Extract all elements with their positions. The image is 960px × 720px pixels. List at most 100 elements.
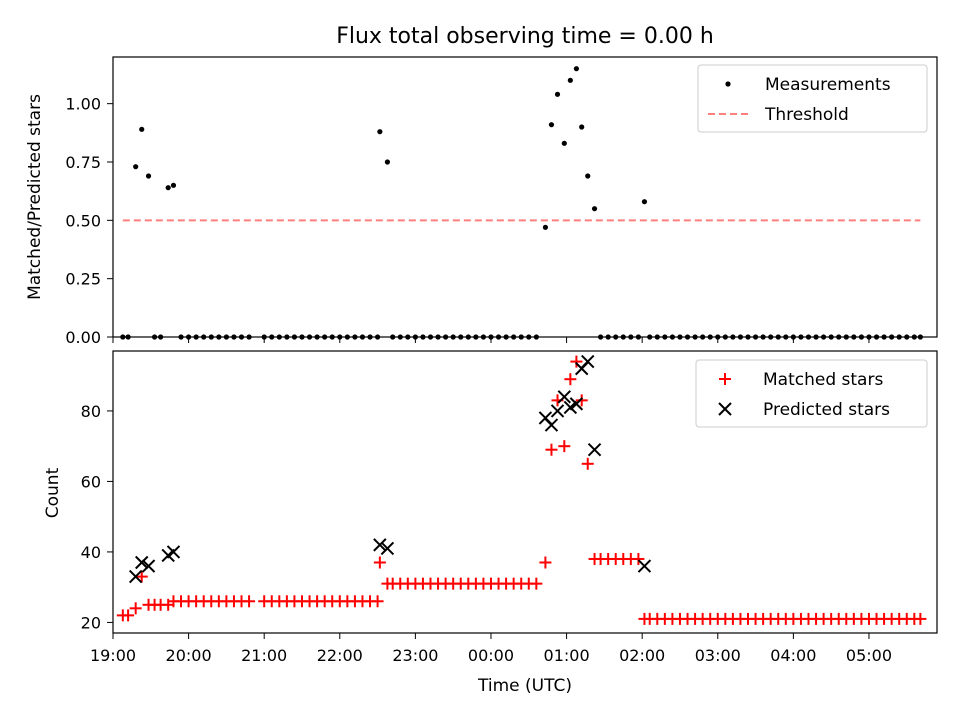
predicted-x-b	[544, 418, 559, 432]
legend-matched-marker	[719, 373, 731, 385]
measurement-point	[542, 224, 549, 230]
predicted-x-b	[563, 400, 578, 415]
bottom-x-tick-label: 19:00	[90, 646, 136, 665]
measurement-point	[548, 122, 555, 128]
bottom-x-tick-label: 01:00	[544, 646, 590, 665]
predicted-x-b	[128, 569, 143, 584]
predicted-star-point	[563, 400, 578, 415]
top-axes-frame	[112, 56, 938, 338]
bottom-axes-frame	[112, 350, 938, 634]
predicted-x-b	[538, 411, 553, 425]
predicted-star-point	[557, 390, 572, 404]
predicted-star-point	[135, 555, 149, 570]
predicted-star-point	[544, 418, 559, 432]
legend-threshold-label: Threshold	[764, 105, 849, 125]
measurement-point	[554, 91, 561, 97]
top-y-tick-label: 0.50	[65, 211, 101, 230]
legend-predicted-marker	[718, 402, 732, 416]
matched-star-point	[371, 595, 384, 608]
bottom-x-axis-label: Time (UTC)	[477, 676, 572, 696]
top-y-tick-label: 0.25	[65, 270, 101, 289]
measurement-point	[579, 124, 585, 130]
chart-title: Flux total observing time = 0.00 h	[336, 24, 714, 49]
matched-star-point	[914, 612, 927, 625]
predicted-x-b	[550, 404, 565, 418]
top-panel: 0.00 0.25 0.50 0.75 1.00 Matched/Predicted s…	[25, 56, 938, 347]
measurement-point	[165, 185, 171, 191]
predicted-star-point	[569, 397, 584, 411]
measurement-point	[585, 173, 591, 179]
bottom-count-points	[116, 354, 927, 625]
predicted-star-point	[166, 545, 181, 559]
predicted-star-point	[587, 442, 602, 457]
top-legend: Measurements Threshold	[697, 64, 928, 133]
top-y-tick-label: 0.00	[65, 328, 101, 347]
predicted-x-b	[637, 559, 652, 573]
matched-star-point	[545, 443, 558, 456]
matched-star-point	[632, 552, 645, 565]
matched-star-point	[373, 556, 386, 569]
measurement-point	[567, 77, 573, 83]
predicted-star-point	[380, 541, 395, 556]
bottom-x-ticks: 19:00 20:00 21:00 22:00 23:00 00:00 01:00 02:00…	[90, 633, 892, 665]
measurement-point	[133, 164, 139, 170]
matched-star-point	[243, 595, 256, 608]
matched-star-point	[558, 440, 571, 453]
top-y-tick-label: 0.75	[65, 153, 101, 172]
measurement-point	[145, 173, 152, 179]
predicted-x-b	[166, 545, 181, 559]
matched-star-point	[129, 602, 142, 615]
bottom-y-tick-label: 80	[81, 402, 101, 421]
predicted-star-point	[581, 354, 595, 369]
bottom-legend-box	[695, 359, 928, 428]
predicted-star-point	[373, 538, 387, 552]
legend-measurements-marker	[725, 81, 731, 87]
predicted-star-point	[637, 559, 652, 573]
predicted-star-point	[128, 569, 143, 584]
predicted-x-b	[581, 354, 595, 369]
bottom-x-tick-label: 22:00	[317, 646, 363, 665]
matched-star-point	[570, 355, 583, 368]
bottom-y-ticks: 20 40 60 80	[81, 402, 113, 632]
bottom-legend: Matched stars Predicted stars	[695, 359, 928, 428]
measurement-point	[573, 66, 580, 72]
top-y-ticks: 0.00 0.25 0.50 0.75 1.00	[65, 95, 113, 347]
predicted-x-b	[135, 555, 149, 570]
predicted-x-b	[557, 390, 572, 404]
bottom-x-tick-label: 04:00	[770, 646, 816, 665]
predicted-x-b	[380, 541, 395, 556]
legend-matched-label: Matched stars	[763, 370, 883, 390]
bottom-x-tick-label: 02:00	[619, 646, 665, 665]
matched-star-point	[581, 457, 594, 470]
measurement-point	[139, 126, 145, 132]
matched-star-point	[135, 570, 148, 583]
bottom-x-tick-label: 03:00	[695, 646, 741, 665]
predicted-x-b	[373, 538, 387, 552]
top-legend-box	[697, 64, 928, 133]
bottom-x-tick-label: 23:00	[392, 646, 438, 665]
legend-measurements-label: Measurements	[765, 75, 891, 95]
legend-predicted-label: Predicted stars	[763, 400, 890, 420]
predicted-star-point	[141, 559, 156, 573]
bottom-panel: 20 40 60 80 19:00 20:00 21:00 22:00 23:00 00:00 0…	[43, 350, 938, 696]
top-x-ticks	[112, 337, 870, 343]
bottom-y-tick-label: 20	[81, 613, 101, 632]
measurement-point	[641, 199, 648, 205]
bottom-x-tick-label: 21:00	[241, 646, 287, 665]
matched-star-point	[539, 556, 552, 569]
measurement-point	[561, 140, 567, 146]
measurement-point	[384, 159, 391, 165]
matched-star-point	[122, 609, 135, 622]
bottom-x-tick-label: 05:00	[846, 646, 892, 665]
top-y-axis-label: Matched/Predicted stars	[25, 94, 45, 300]
measurement-point	[170, 182, 177, 188]
predicted-x-b	[587, 442, 602, 457]
bottom-y-axis-label: Count	[43, 467, 63, 518]
bottom-x-tick-label: 00:00	[468, 646, 514, 665]
predicted-star-point	[550, 404, 565, 418]
matched-star-point	[575, 394, 588, 407]
measurement-point	[591, 206, 598, 212]
bottom-x-tick-label: 20:00	[166, 646, 212, 665]
measurement-point	[377, 129, 383, 135]
